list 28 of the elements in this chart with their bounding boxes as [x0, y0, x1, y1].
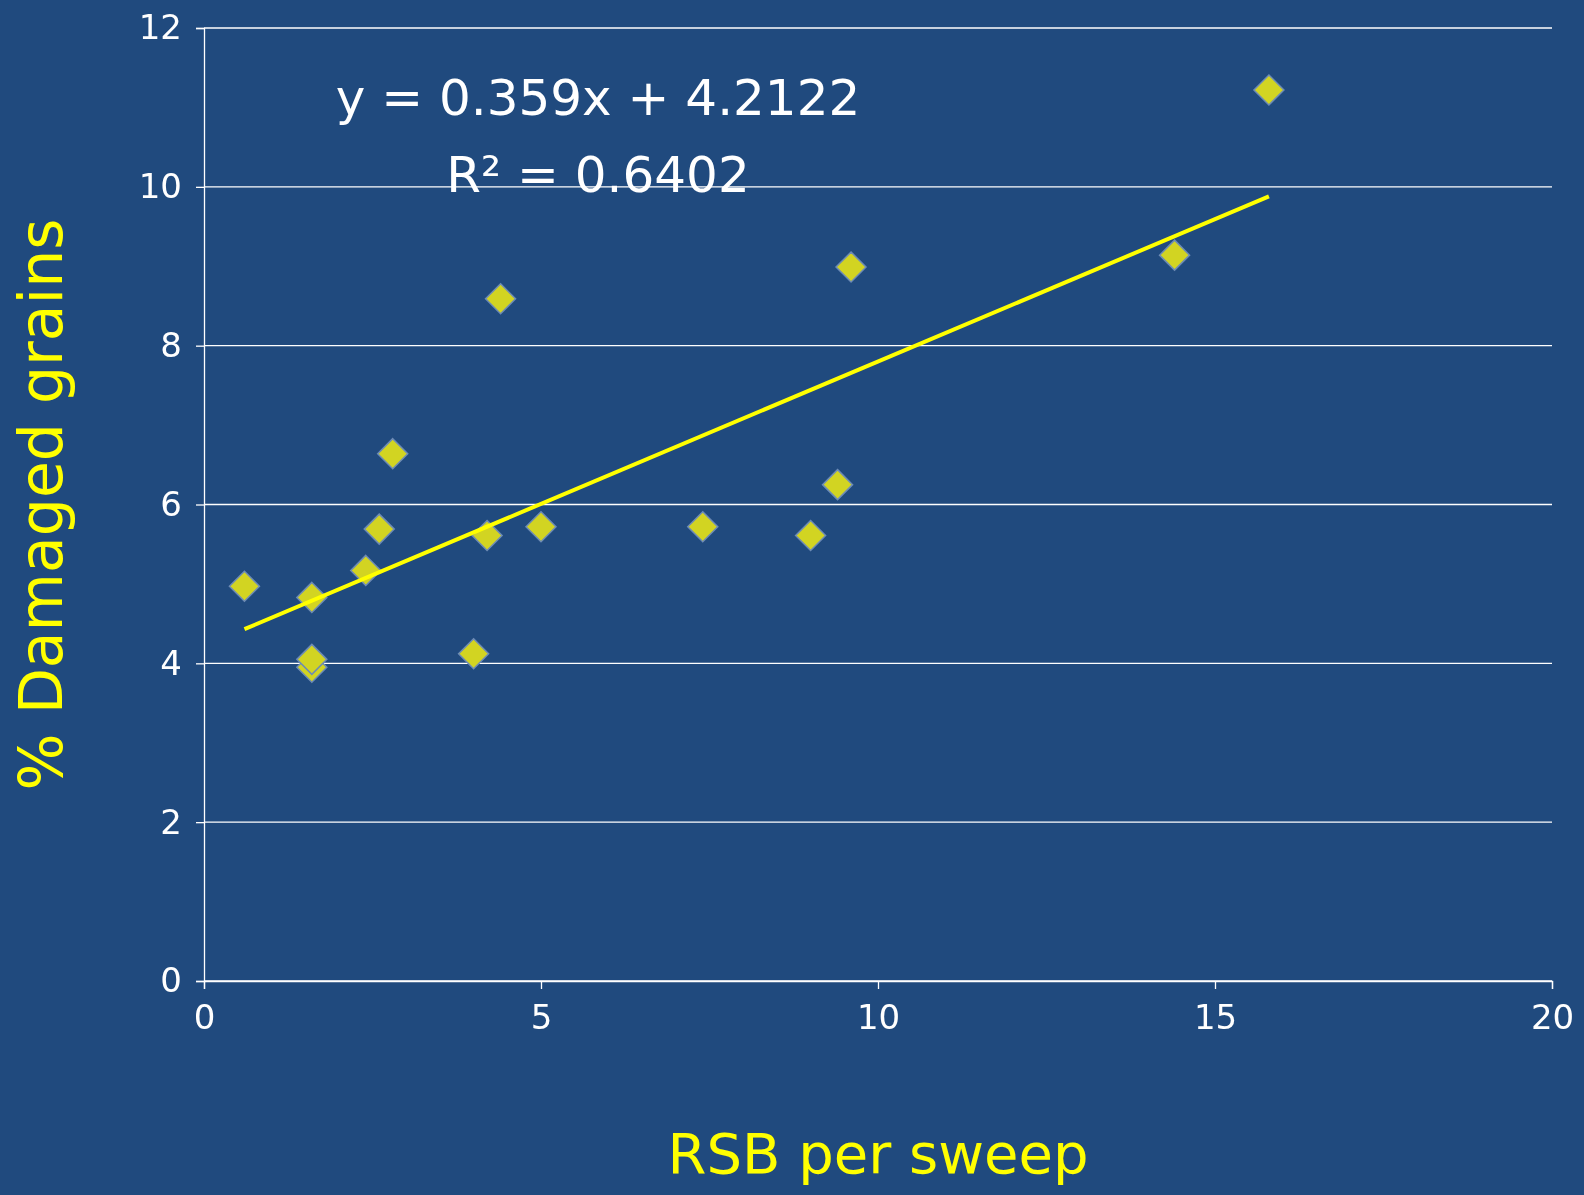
x-tick-label: 10: [856, 997, 901, 1038]
y-tick-label: 12: [138, 7, 182, 48]
y-tick-label: 0: [160, 960, 182, 1001]
point: [457, 638, 490, 670]
x-tick-label: 20: [1530, 997, 1575, 1038]
point: [228, 570, 261, 603]
x-tick-label: 15: [1193, 997, 1238, 1038]
x-tick-label: 0: [193, 997, 216, 1038]
x-axis-title: RSB per sweep: [667, 1121, 1089, 1186]
y-tick-label: 2: [160, 801, 182, 842]
x-tick-label: 5: [530, 997, 553, 1038]
point: [1158, 239, 1191, 271]
y-tick-label: 6: [160, 483, 182, 524]
point: [687, 510, 719, 543]
point: [525, 510, 557, 543]
y-axis-title: % Damaged grains: [6, 218, 76, 791]
point: [821, 468, 854, 501]
y-tick-label: 4: [160, 642, 182, 683]
point: [376, 437, 409, 470]
y-tick-label: 10: [138, 166, 182, 207]
y-tick-label: 8: [160, 325, 182, 366]
point: [835, 251, 867, 283]
point: [363, 513, 395, 545]
point: [1253, 74, 1285, 106]
point: [794, 519, 827, 552]
annotation: y = 0.359x + 4.2122: [335, 69, 861, 127]
point: [484, 283, 517, 315]
point: [296, 643, 328, 676]
